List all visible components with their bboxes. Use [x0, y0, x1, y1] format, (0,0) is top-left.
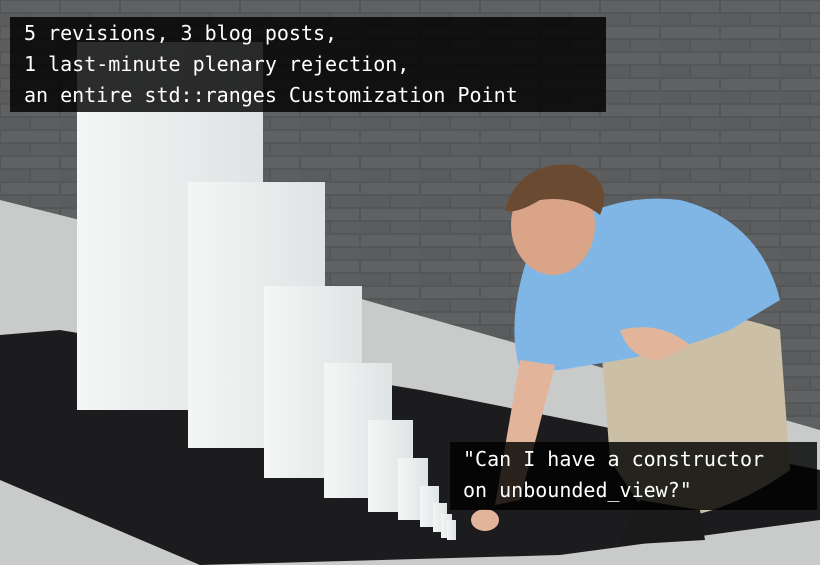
hair — [505, 164, 605, 215]
bottom-caption-box — [450, 442, 817, 510]
top-caption-line: an entire std::ranges Customization Poin… — [24, 83, 518, 107]
bottom-caption-line: "Can I have a constructor — [463, 447, 764, 471]
hand — [471, 509, 499, 531]
shoe — [620, 500, 705, 545]
top-caption-line: 1 last-minute plenary rejection, — [24, 52, 409, 76]
hand — [620, 327, 690, 360]
bottom-caption-line: on unbounded_view?" — [463, 478, 692, 502]
domino — [441, 514, 452, 538]
top-caption-box — [10, 17, 606, 112]
top-caption-line: 5 revisions, 3 blog posts, — [24, 21, 337, 45]
domino — [447, 520, 456, 540]
dominoes — [77, 42, 456, 540]
